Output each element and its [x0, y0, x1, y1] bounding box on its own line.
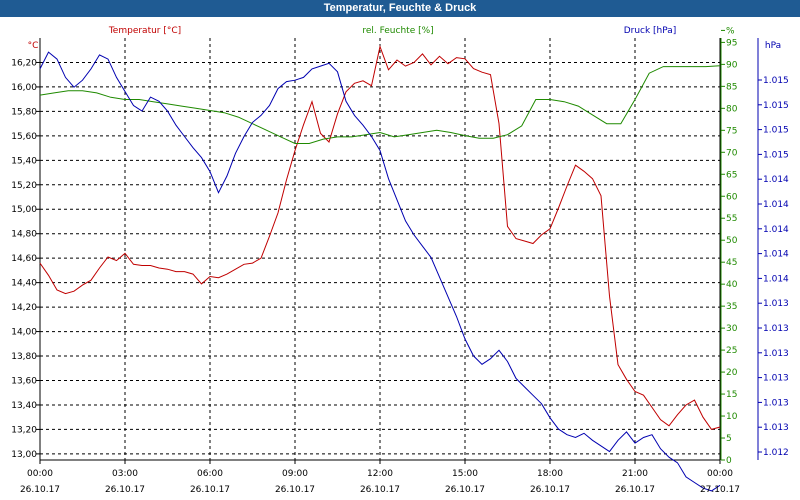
x-tick-time: 09:00: [282, 469, 308, 479]
temperature-tick-label: 15,20: [11, 181, 37, 191]
x-tick-date: 26.10.17: [445, 485, 485, 495]
axis-labels: 13,00 13,20 13,40 13,60 13,80 14,00 14,20 14,40…: [11, 26, 789, 495]
x-tick-time: 15:00: [452, 469, 478, 479]
humidity-tick-label: 85: [726, 82, 737, 92]
pressure-tick-label: 1.014: [763, 175, 789, 185]
humidity-tick-label: 5: [726, 434, 732, 444]
pressure-legend: Druck [hPa]: [624, 26, 677, 36]
pressure-tick-label: 1.015: [763, 126, 789, 136]
temperature-series-line: [39, 44, 721, 430]
pressure-tick-label: 1.014: [763, 225, 789, 235]
grid-lines: [40, 38, 720, 460]
x-tick-time: 03:00: [112, 469, 138, 479]
humidity-tick-label: 30: [726, 324, 738, 334]
temperature-tick-label: 14,00: [11, 328, 37, 338]
pressure-tick-label: 1.015: [763, 150, 789, 160]
pressure-tick-label: 1.013: [763, 324, 789, 334]
humidity-tick-label: %: [726, 26, 735, 36]
pressure-tick-label: 1.013: [763, 374, 789, 384]
chart-title: Temperatur, Feuchte & Druck: [0, 0, 800, 17]
x-tick-date: 26.10.17: [530, 485, 570, 495]
temperature-tick-label: 13,40: [11, 401, 37, 411]
pressure-tick-label: 1.013: [763, 423, 789, 433]
x-tick-time: 12:00: [367, 469, 393, 479]
x-tick-date: 27.10.17: [700, 485, 740, 495]
temperature-tick-label: 15,80: [11, 107, 37, 117]
pressure-tick-label: 1.013: [763, 299, 789, 309]
pressure-tick-label: 1.012: [763, 448, 789, 458]
pressure-tick-label: 1.014: [763, 250, 789, 260]
humidity-tick-label: 35: [726, 302, 737, 312]
x-tick-time: 00:00: [27, 469, 53, 479]
humidity-tick-label: 0: [726, 456, 732, 466]
temperature-tick-label: 14,40: [11, 279, 37, 289]
x-tick-time: 06:00: [197, 469, 223, 479]
x-tick-date: 26.10.17: [190, 485, 230, 495]
humidity-tick-label: 80: [726, 104, 738, 114]
temperature-tick-label: 15,40: [11, 156, 37, 166]
pressure-tick-label: 1.014: [763, 200, 789, 210]
x-tick-time: 00:00: [707, 469, 733, 479]
humidity-legend: rel. Feuchte [%]: [362, 26, 433, 36]
pressure-series-line: [39, 51, 721, 492]
temperature-tick-label: 15,60: [11, 132, 37, 142]
humidity-series-line: [39, 65, 721, 144]
data-series: [39, 44, 721, 492]
humidity-tick-label: 70: [726, 148, 738, 158]
temperature-legend: Temperatur [°C]: [108, 26, 181, 36]
humidity-tick-label: 60: [726, 192, 738, 202]
temperature-tick-label: 13,00: [11, 450, 37, 460]
humidity-tick-label: 65: [726, 170, 737, 180]
x-tick-date: 26.10.17: [20, 485, 60, 495]
temperature-tick-label: 14,80: [11, 230, 37, 240]
humidity-tick-label: 75: [726, 126, 737, 136]
temperature-tick-label: 13,60: [11, 376, 37, 386]
humidity-tick-label: 20: [726, 368, 738, 378]
temperature-tick-label: 13,20: [11, 425, 37, 435]
humidity-tick-label: 55: [726, 214, 737, 224]
temperature-tick-label: 16,20: [11, 58, 37, 68]
x-tick-date: 26.10.17: [360, 485, 400, 495]
humidity-tick-label: 50: [726, 236, 738, 246]
temperature-unit-label: °C: [28, 41, 39, 51]
humidity-tick-label: 15: [726, 390, 737, 400]
humidity-tick-label: 45: [726, 258, 737, 268]
temperature-tick-label: 16,00: [11, 83, 37, 93]
temperature-tick-label: 14,60: [11, 254, 37, 264]
humidity-tick-label: 90: [726, 60, 738, 70]
pressure-tick-label: 1.014: [763, 274, 789, 284]
humidity-tick-label: 10: [726, 412, 738, 422]
humidity-tick-label: 95: [726, 38, 737, 48]
x-tick-date: 26.10.17: [105, 485, 145, 495]
temperature-tick-label: 15,00: [11, 205, 37, 215]
pressure-tick-label: 1.015: [763, 76, 789, 86]
humidity-tick-label: 40: [726, 280, 738, 290]
x-tick-date: 26.10.17: [275, 485, 315, 495]
x-tick-time: 18:00: [537, 469, 563, 479]
pressure-tick-label: 1.013: [763, 349, 789, 359]
temperature-tick-label: 13,80: [11, 352, 37, 362]
x-tick-date: 26.10.17: [615, 485, 655, 495]
temperature-tick-label: 14,20: [11, 303, 37, 313]
pressure-unit-label: hPa: [765, 41, 781, 51]
humidity-tick-label: 25: [726, 346, 737, 356]
pressure-tick-label: 1.013: [763, 398, 789, 408]
pressure-tick-label: 1.015: [763, 101, 789, 111]
x-tick-time: 21:00: [622, 469, 648, 479]
